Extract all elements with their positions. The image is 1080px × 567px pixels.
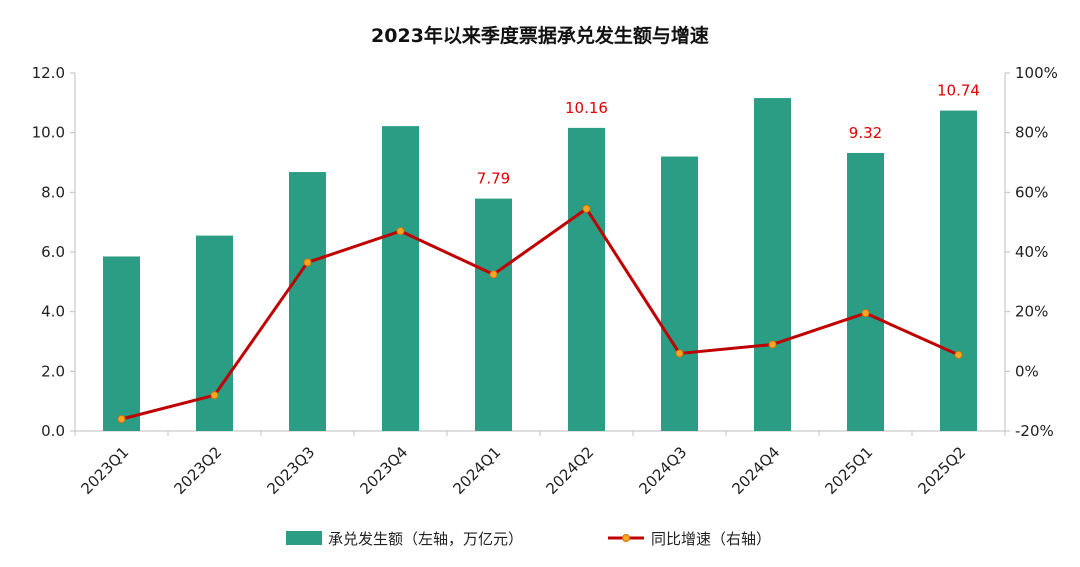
legend-bar-swatch	[286, 531, 322, 545]
line-point	[768, 340, 777, 349]
data-labels: 7.79 10.16 9.32 10.74	[477, 82, 980, 188]
line-point	[210, 391, 219, 400]
line-point	[582, 204, 591, 213]
left-tick-label: 12.0	[32, 64, 65, 82]
line-path	[121, 207, 960, 421]
legend-line-label: 同比增速（右轴）	[651, 530, 771, 548]
x-tick-label: 2025Q1	[822, 443, 877, 498]
bar	[568, 127, 605, 431]
legend: 承兑发生额（左轴，万亿元） 同比增速（右轴）	[286, 530, 771, 548]
left-tick-label: 10.0	[32, 124, 65, 142]
chart-title: 2023年以来季度票据承兑发生额与增速	[371, 24, 709, 47]
x-tick-label: 2024Q2	[543, 443, 598, 498]
data-label: 9.32	[849, 124, 882, 142]
left-tick-label: 6.0	[41, 243, 65, 261]
x-tick-label: 2025Q2	[915, 443, 970, 498]
x-tick-label: 2024Q3	[636, 443, 691, 498]
bar	[103, 256, 140, 431]
bar	[289, 172, 326, 431]
right-tick-label: 40%	[1015, 243, 1048, 261]
x-tick-label: 2023Q1	[78, 443, 133, 498]
bar	[196, 235, 233, 431]
bar	[475, 198, 512, 431]
x-tick-label: 2023Q4	[357, 443, 412, 498]
right-tick-label: 20%	[1015, 303, 1048, 321]
bar-series	[103, 98, 977, 432]
right-tick-label: 0%	[1015, 362, 1039, 380]
line-point	[675, 349, 684, 358]
x-tick-label: 2024Q4	[729, 443, 784, 498]
data-label: 10.74	[937, 82, 980, 100]
line-point	[396, 227, 405, 236]
data-label: 10.16	[565, 99, 608, 117]
line-point	[861, 309, 870, 318]
bar	[754, 98, 791, 431]
bar	[382, 126, 419, 431]
bar	[661, 156, 698, 432]
legend-line-marker	[622, 534, 630, 542]
line-point	[489, 270, 498, 279]
x-tick-label: 2023Q2	[171, 443, 226, 498]
line-point	[954, 351, 963, 359]
axes-group: 0.0 2.0 4.0 6.0 8.0 10.0 12.0 -20% 0% 20% 40% 60% 80…	[32, 64, 1058, 498]
left-tick-label: 4.0	[41, 303, 65, 321]
left-tick-label: 8.0	[41, 183, 65, 201]
line-point	[117, 415, 126, 423]
bar	[940, 110, 977, 431]
right-tick-label: 60%	[1015, 183, 1048, 201]
left-tick-label: 2.0	[41, 362, 65, 380]
line-point	[303, 258, 312, 267]
x-tick-label: 2024Q1	[450, 443, 505, 498]
right-tick-label: -20%	[1015, 422, 1054, 440]
left-tick-label: 0.0	[41, 422, 65, 440]
legend-bar-label: 承兑发生额（左轴，万亿元）	[328, 530, 523, 548]
right-tick-label: 100%	[1015, 64, 1058, 82]
bar	[847, 152, 884, 431]
line-series	[117, 204, 963, 423]
x-tick-label: 2023Q3	[264, 443, 319, 498]
right-tick-label: 80%	[1015, 124, 1048, 142]
data-label: 7.79	[477, 170, 510, 188]
